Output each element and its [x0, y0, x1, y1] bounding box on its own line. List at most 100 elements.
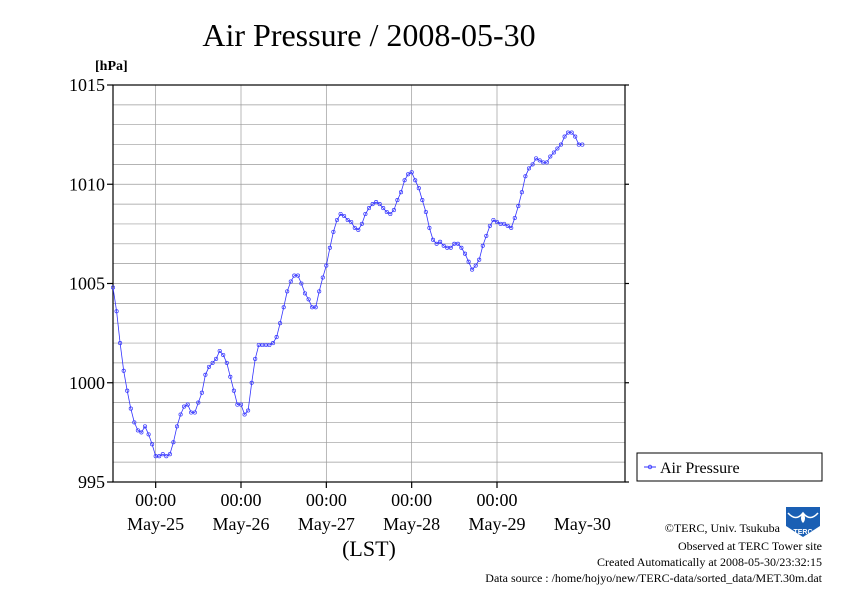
data-point [558, 142, 564, 147]
data-point [192, 410, 197, 415]
y-tick-label: 1015 [69, 75, 105, 95]
data-point [398, 190, 404, 195]
data-point [502, 221, 507, 226]
data-point [448, 245, 453, 250]
x-day-label: May-27 [298, 514, 355, 534]
data-point [409, 170, 414, 175]
data-point [324, 263, 329, 268]
data-point [462, 251, 468, 256]
y-axis-unit: [hPa] [95, 59, 128, 74]
series-air-pressure [110, 130, 585, 459]
data-point [402, 178, 407, 183]
x-day-labels: May-25 May-26 May-27 May-28 May-29 May-30 [127, 514, 611, 534]
data-point [217, 348, 222, 354]
data-point [438, 239, 443, 244]
data-point [331, 229, 336, 234]
x-tick-labels: 00:00 00:00 00:00 00:00 00:00 [135, 490, 517, 510]
data-point [413, 178, 418, 183]
x-day-label: May-29 [469, 514, 526, 534]
data-point [526, 166, 532, 171]
data-point [238, 402, 244, 407]
footer-created: Created Automatically at 2008-05-30/23:3… [597, 555, 822, 569]
data-point [352, 225, 357, 230]
legend-marker-swatch [647, 464, 653, 470]
data-point [171, 440, 176, 445]
data-point [491, 217, 496, 223]
data-point [494, 219, 500, 225]
data-point [423, 209, 428, 215]
data-point [370, 202, 375, 207]
data-point [231, 388, 236, 393]
data-point [295, 273, 300, 278]
data-point [473, 263, 478, 268]
data-point [125, 388, 130, 393]
data-point [356, 227, 361, 232]
data-point [142, 424, 148, 429]
data-point [569, 130, 574, 135]
data-point [313, 305, 318, 310]
x-tick-label: 00:00 [135, 490, 176, 510]
y-tick-label: 1000 [69, 373, 105, 393]
data-point [214, 356, 219, 361]
data-point [377, 202, 382, 207]
y-tick-labels: 995 1000 1005 1010 1015 [69, 75, 105, 492]
data-point [185, 402, 190, 407]
data-point [274, 335, 279, 340]
data-point [562, 134, 567, 139]
data-point [366, 206, 372, 211]
data-point [416, 186, 421, 191]
data-point [523, 174, 528, 179]
data-point [573, 134, 578, 139]
data-point [135, 428, 140, 433]
terc-logo: TERC [784, 505, 822, 539]
data-point [317, 289, 322, 294]
data-point [196, 400, 201, 405]
data-point [441, 243, 446, 248]
data-point [349, 219, 354, 225]
x-tick-label: 00:00 [391, 490, 432, 510]
data-point [327, 245, 332, 250]
data-point [342, 213, 347, 219]
y-tick-label: 995 [78, 472, 105, 492]
data-point [164, 454, 169, 459]
data-point [221, 352, 226, 358]
data-point [363, 211, 368, 217]
data-point [160, 452, 165, 457]
data-point [110, 285, 116, 290]
data-point [430, 237, 436, 242]
data-point [551, 150, 556, 155]
data-point [178, 412, 183, 417]
footer-source: Data source : /home/hojyo/new/TERC-data/… [485, 571, 822, 585]
data-point [270, 341, 276, 346]
axes [107, 84, 629, 488]
data-point [480, 243, 485, 248]
data-point [338, 211, 343, 217]
x-day-label: May-30 [554, 514, 611, 534]
data-point [381, 206, 386, 211]
data-point [167, 452, 172, 457]
data-point [455, 241, 460, 246]
data-point [530, 162, 535, 167]
legend-label: Air Pressure [660, 460, 740, 477]
data-point [509, 225, 514, 230]
data-point [555, 146, 560, 151]
data-point [146, 432, 151, 437]
data-point [477, 257, 482, 262]
data-point [374, 200, 379, 205]
data-point [249, 380, 254, 385]
data-point [519, 190, 524, 195]
data-point [406, 172, 411, 177]
data-point [537, 158, 542, 163]
x-axis-label: (LST) [342, 536, 396, 561]
data-point [285, 289, 290, 294]
data-point [420, 198, 425, 203]
data-point [470, 267, 475, 272]
data-point [174, 424, 180, 429]
footer-credits: ©TERC, Univ. Tsukuba Observed at TERC To… [485, 521, 822, 585]
data-point [580, 142, 585, 147]
data-point [484, 233, 489, 238]
data-point [512, 215, 517, 221]
data-point [253, 356, 258, 361]
data-point [388, 211, 393, 217]
footer-observed: Observed at TERC Tower site [678, 539, 822, 553]
